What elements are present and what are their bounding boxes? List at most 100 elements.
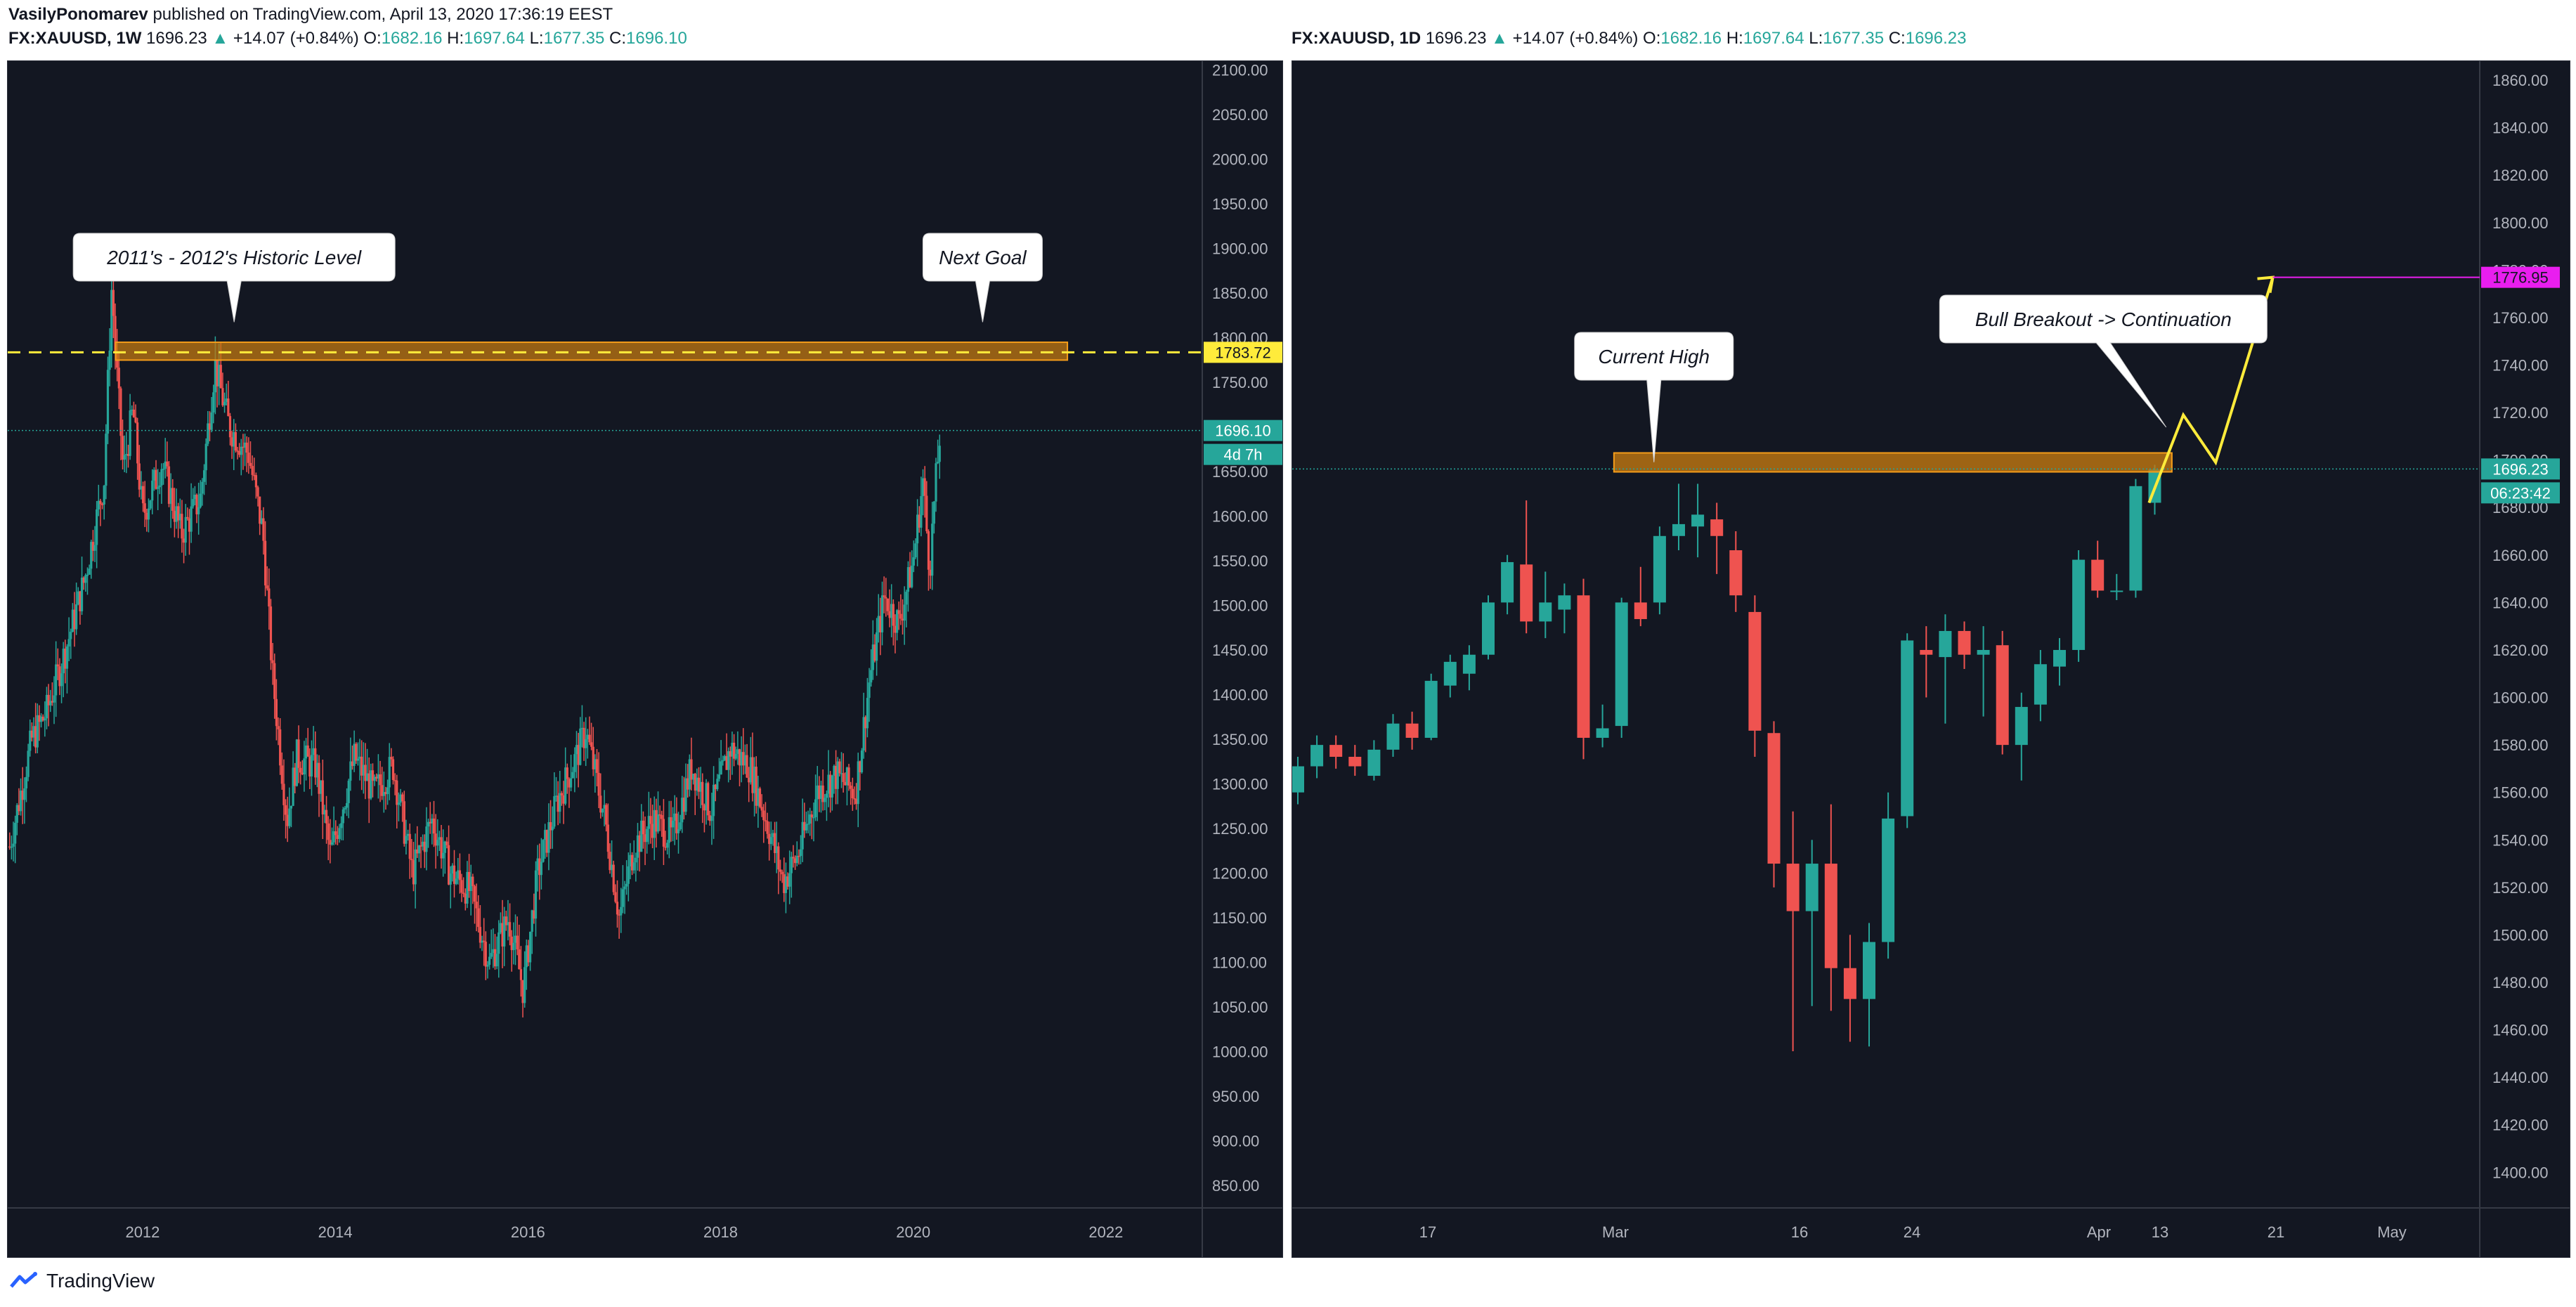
x-tick-label: 13 [2152, 1223, 2168, 1241]
candle-body [668, 817, 670, 843]
candle-body [790, 857, 793, 873]
historic-level-callout[interactable]: 2011's - 2012's Historic Level [72, 233, 396, 323]
candle-body [75, 604, 78, 630]
candle-body [49, 701, 52, 705]
candle-body [457, 870, 460, 879]
next-goal-callout[interactable]: Next Goal [922, 233, 1043, 323]
candle-body [540, 861, 543, 876]
candle-body [55, 664, 58, 696]
candle-body [1920, 649, 1933, 655]
candle-body [850, 785, 852, 789]
x-tick-label: 2022 [1088, 1223, 1123, 1241]
candle-body [879, 616, 882, 632]
candle-body [818, 785, 821, 799]
x-tick-label: 2018 [703, 1223, 738, 1241]
right-symbol[interactable]: FX:XAUUSD, 1D [1292, 29, 1422, 48]
candle-body [694, 774, 696, 791]
candle-body [799, 849, 802, 857]
candle-body [451, 865, 454, 874]
candle-body [885, 597, 887, 599]
y-tick-label: 1600.00 [1212, 508, 1268, 526]
candle-body [323, 809, 326, 815]
candle-body [894, 625, 897, 633]
candle-body [812, 817, 815, 819]
candle-body [166, 461, 169, 467]
candle-body [1615, 602, 1628, 727]
current-high-callout[interactable]: Current High [1574, 332, 1734, 462]
candle-body [65, 646, 69, 669]
candle-body [528, 932, 532, 963]
candle-body [327, 823, 330, 840]
candle-body [825, 793, 828, 798]
candle-body [716, 779, 719, 790]
candle-body [362, 765, 365, 776]
candle-body [316, 762, 318, 778]
candle-body [181, 514, 183, 539]
left-symbol[interactable]: FX:XAUUSD, 1W [8, 29, 142, 48]
candle-body [606, 824, 609, 852]
candle-body [51, 701, 53, 703]
candle-body [377, 774, 380, 779]
candle-body [1310, 745, 1324, 767]
candle-body [720, 761, 722, 775]
candle-body [273, 663, 276, 699]
level-price-tag: 1783.72 [1204, 342, 1282, 363]
callout-text: Current High [1598, 346, 1710, 368]
weekly-chart-panel[interactable]: 2100.00 2050.00 2000.00 1950.00 1900.00 1850.… [7, 60, 1283, 1258]
candle-body [193, 495, 196, 500]
candle-body [588, 734, 591, 743]
candle-body [117, 368, 120, 389]
candle-body [860, 750, 864, 772]
y-tick-label: 1850.00 [1212, 285, 1268, 302]
candle-body [284, 805, 287, 815]
daily-chart[interactable]: 1860.001840.001820.001800.001780.001760.… [1292, 61, 2570, 1257]
candle-body [382, 792, 385, 796]
candle-body [391, 759, 395, 781]
candle-body [690, 759, 693, 780]
candle-body [1501, 561, 1514, 603]
candle-body [86, 574, 89, 576]
y-tick-label: 1460.00 [2492, 1022, 2549, 1039]
candle-body [788, 873, 791, 887]
candle-body [896, 610, 899, 633]
candle-body [911, 565, 913, 587]
candle-body [746, 755, 748, 778]
candle-body [114, 316, 117, 352]
daily-chart-panel[interactable]: 1860.001840.001820.001800.001780.001760.… [1292, 60, 2570, 1258]
candle-body [605, 805, 608, 825]
candle-body [301, 772, 304, 775]
weekly-candles [8, 266, 941, 1017]
candle-body [536, 858, 539, 871]
tradingview-logo-icon [10, 1272, 37, 1288]
author-name[interactable]: VasilyPonomarev [8, 5, 148, 24]
y-tick-label: 900.00 [1212, 1133, 1259, 1150]
tradingview-logo[interactable]: TradingView [8, 1265, 155, 1297]
candle-body [355, 743, 358, 761]
candle-body [901, 618, 904, 621]
candle-body [684, 778, 687, 812]
candle-body [625, 883, 628, 887]
candle-body [410, 859, 413, 861]
candle-body [308, 756, 311, 777]
candle-body [527, 945, 530, 963]
candle-body [733, 743, 736, 759]
candle-body [925, 495, 928, 531]
candle-body [408, 833, 411, 859]
candle-body [36, 715, 39, 748]
candle-body [542, 840, 545, 862]
candle-body [508, 922, 512, 937]
candle-body [583, 727, 585, 748]
candle-body [419, 845, 422, 847]
candle-body [371, 770, 375, 781]
candle-body [312, 748, 315, 755]
y-tick-label: 1300.00 [1212, 776, 1268, 793]
candle-body [218, 365, 221, 386]
candle-body [772, 833, 774, 838]
candle-body [2053, 649, 2066, 667]
candle-body [514, 935, 517, 943]
candle-body [1748, 611, 1762, 731]
candle-body [219, 365, 222, 389]
weekly-chart[interactable]: 2100.00 2050.00 2000.00 1950.00 1900.00 1850.… [8, 61, 1282, 1257]
bull-breakout-callout[interactable]: Bull Breakout -> Continuation [1939, 294, 2268, 428]
candle-body [638, 835, 641, 852]
